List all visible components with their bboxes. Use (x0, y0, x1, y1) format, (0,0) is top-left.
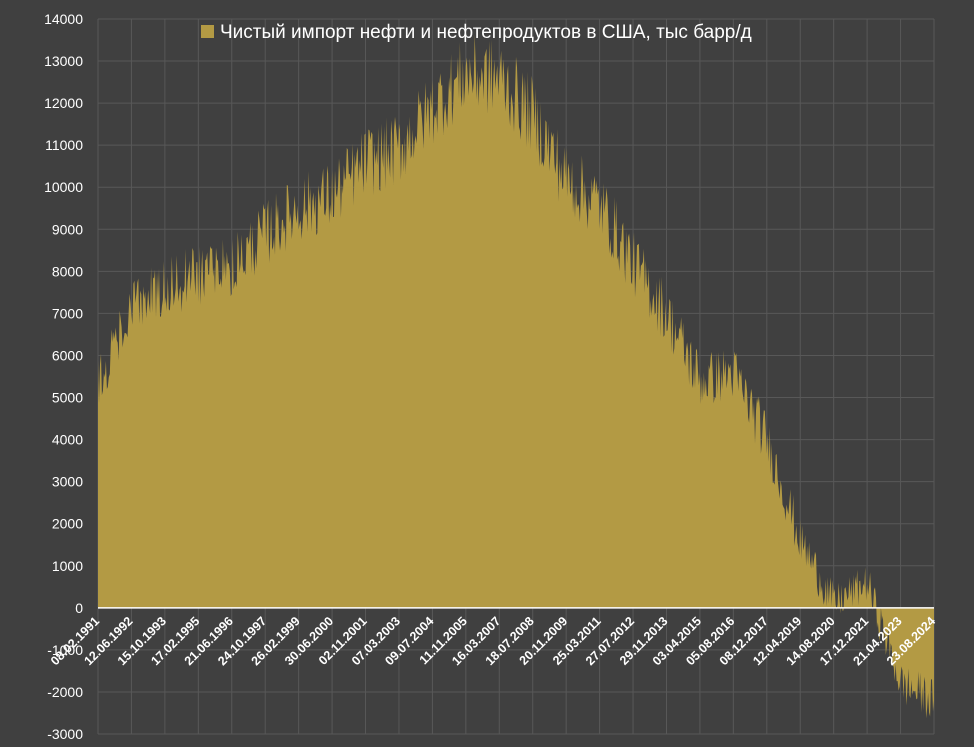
y-tick-label: 9000 (52, 221, 83, 237)
y-tick-label: 6000 (52, 347, 83, 363)
y-tick-label: 10000 (44, 179, 83, 195)
y-tick-label: 13000 (44, 53, 83, 69)
area-series (98, 34, 934, 719)
y-tick-label: -3000 (47, 726, 83, 742)
y-tick-label: 1000 (52, 558, 83, 574)
y-tick-label: -1000 (47, 642, 83, 658)
y-tick-label: 3000 (52, 474, 83, 490)
legend: Чистый импорт нефти и нефтепродуктов в С… (201, 22, 752, 43)
net-imports-area (98, 34, 934, 719)
y-tick-label: 8000 (52, 263, 83, 279)
y-tick-label: 14000 (44, 11, 83, 27)
y-tick-label: 12000 (44, 95, 83, 111)
legend-label: Чистый импорт нефти и нефтепродуктов в С… (220, 22, 752, 43)
y-tick-label: 5000 (52, 390, 83, 406)
legend-swatch (201, 25, 214, 38)
y-tick-label: -2000 (47, 684, 83, 700)
y-tick-label: 4000 (52, 432, 83, 448)
y-tick-label: 0 (75, 600, 83, 616)
y-tick-label: 2000 (52, 516, 83, 532)
y-tick-label: 7000 (52, 305, 83, 321)
y-tick-label: 11000 (45, 137, 83, 153)
